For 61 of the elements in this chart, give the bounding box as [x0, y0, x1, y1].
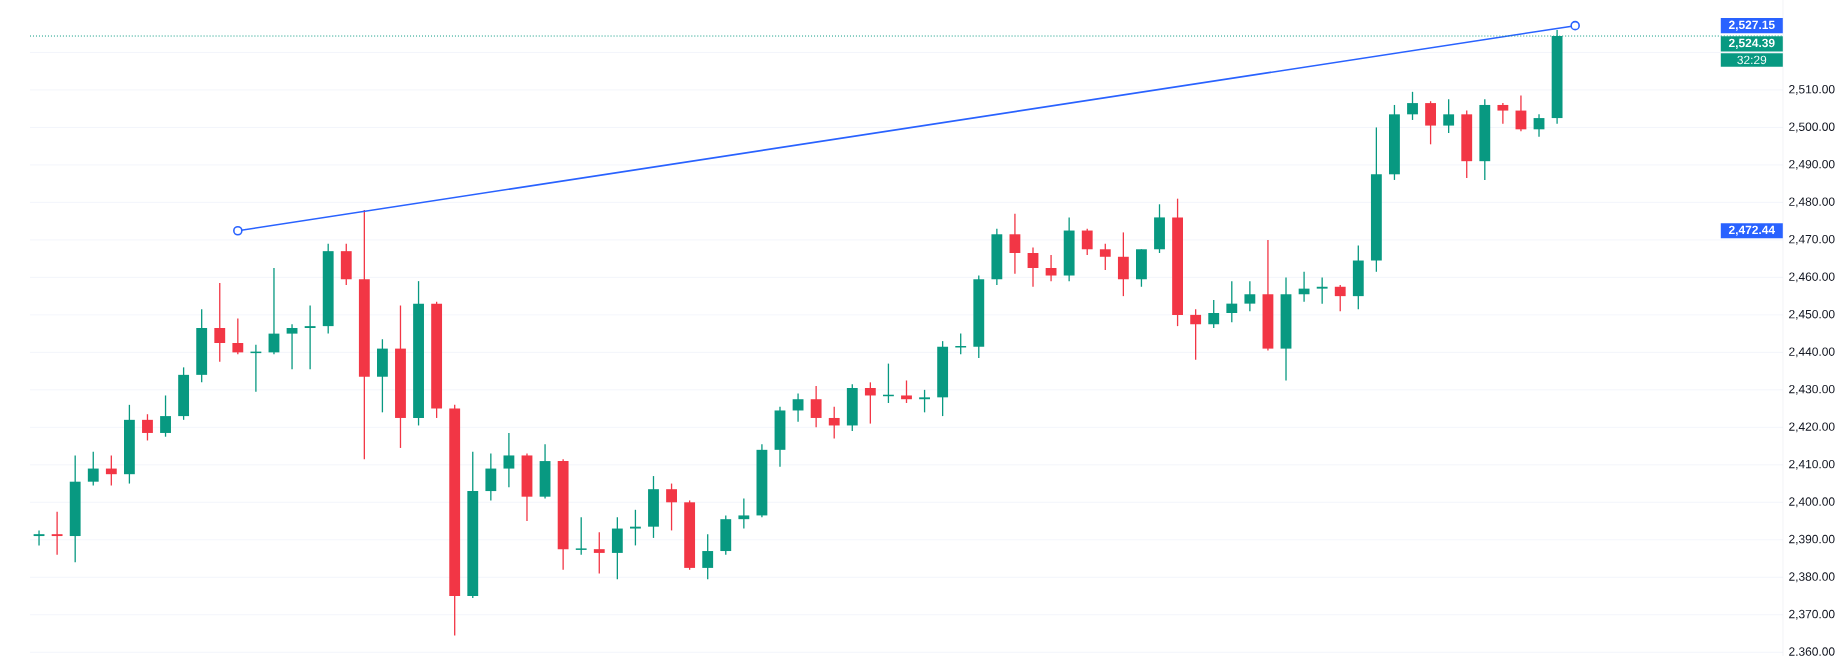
candlestick [105, 454, 117, 487]
candlestick [1226, 280, 1238, 324]
candlestick [485, 452, 497, 502]
y-tick-label: 2,390.00 [1789, 534, 1835, 545]
y-tick-label: 2,370.00 [1789, 609, 1835, 620]
y-tick-label: 2,460.00 [1789, 272, 1835, 283]
ref-line-label: 2,524.39 [1728, 38, 1775, 49]
candlestick [1081, 228, 1093, 256]
candlestick [1009, 213, 1021, 275]
candlestick [1244, 280, 1256, 312]
candlestick [286, 323, 298, 370]
candlestick [1407, 91, 1418, 121]
candlestick [738, 497, 750, 530]
candlestick [1425, 100, 1437, 145]
y-tick-label: 2,400.00 [1789, 497, 1835, 508]
candlestick [593, 531, 605, 575]
annotation: 2,527.15 [1728, 20, 1775, 31]
candlestick [792, 392, 804, 423]
candlestick [160, 394, 171, 438]
candlestick [304, 304, 316, 370]
candlestick [919, 389, 930, 413]
candlestick [1190, 308, 1202, 361]
annotation: 32:29 [1737, 55, 1767, 65]
y-tick-label: 2,380.00 [1789, 572, 1835, 583]
y-tick-label: 2,470.00 [1789, 234, 1835, 245]
candlestick [142, 413, 153, 442]
candlestick [87, 451, 99, 487]
candlestick [1117, 231, 1129, 297]
candlestick [1099, 243, 1111, 271]
candlestick [629, 509, 641, 547]
candlestick [503, 432, 515, 488]
candlestick [51, 511, 63, 556]
candlestick [1208, 299, 1220, 329]
candlestick [1027, 246, 1039, 288]
candlestick [33, 529, 45, 547]
candlestick [1497, 102, 1509, 125]
candlestick [901, 379, 912, 404]
candlestick [1533, 113, 1545, 138]
y-tick-label: 2,500.00 [1789, 122, 1835, 133]
y-tick-label: 2,410.00 [1789, 459, 1835, 470]
y-tick-label: 2,490.00 [1789, 160, 1835, 170]
candlestick [864, 381, 876, 425]
candlestick [575, 516, 588, 556]
candlestick [1045, 254, 1057, 282]
candlestick [666, 482, 677, 532]
y-tick-label: 2,420.00 [1789, 422, 1835, 433]
candlestick [828, 406, 840, 440]
y-tick-label: 2,480.00 [1789, 197, 1835, 208]
candlestick [1316, 276, 1328, 305]
y-tick-label: 2,510.00 [1789, 85, 1835, 95]
y-tick-label: 2,450.00 [1789, 309, 1835, 320]
y-tick-label: 2,430.00 [1789, 384, 1835, 395]
candlestick [1443, 98, 1455, 134]
annotation: 2,472.44 [1728, 225, 1775, 236]
candlestick [232, 317, 244, 355]
candlestick [1298, 271, 1310, 303]
candlestick [214, 282, 226, 363]
candlestick [810, 385, 822, 428]
candlestick [1334, 284, 1346, 312]
candlestick [702, 533, 714, 580]
y-tick-label: 2,440.00 [1789, 347, 1835, 358]
